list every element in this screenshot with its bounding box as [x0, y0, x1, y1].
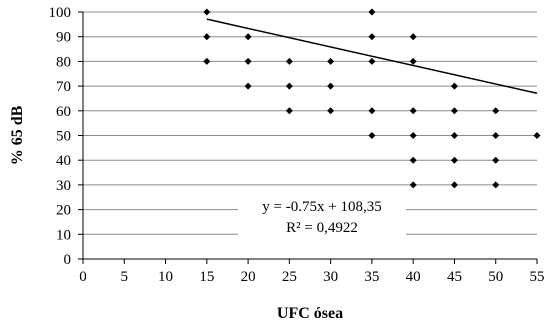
data-point: [409, 57, 417, 65]
x-tick-label-35: 35: [364, 269, 379, 285]
data-point: [368, 33, 376, 41]
y-tick-labels: 0 10 20 30 40 50 60 70 80 90 100: [49, 5, 72, 268]
y-tick-label-90: 90: [56, 30, 71, 46]
data-point: [203, 57, 211, 65]
data-points: [203, 8, 541, 189]
data-point: [450, 156, 458, 164]
data-point: [450, 132, 458, 139]
data-point: [285, 57, 293, 65]
y-tick-label-40: 40: [56, 153, 71, 169]
x-tick-label-30: 30: [323, 269, 338, 285]
trendline-equation: y = -0.75x + 108,35: [262, 199, 381, 215]
data-point: [327, 107, 335, 115]
x-axis-title: UFC ósea: [277, 305, 343, 322]
equation-box: y = -0.75x + 108,35 R² = 0,4922: [238, 193, 406, 239]
axes: [78, 11, 538, 264]
x-tick-label-20: 20: [241, 269, 256, 285]
gridlines: [83, 11, 537, 235]
data-point: [203, 8, 211, 16]
x-tick-label-15: 15: [199, 269, 214, 285]
data-point: [327, 57, 335, 65]
x-tick-labels: 0 5 10 15 20 25 30 35 40 45 50 55: [79, 269, 544, 285]
data-point: [368, 107, 376, 115]
trendline: [206, 18, 538, 94]
data-point: [450, 107, 458, 115]
y-tick-label-60: 60: [56, 104, 71, 120]
data-point: [492, 107, 500, 115]
data-point: [203, 33, 211, 41]
data-point: [368, 8, 376, 16]
x-tick-label-40: 40: [406, 269, 421, 285]
r-squared-label: R² = 0,4922: [286, 220, 358, 236]
y-tick-label-10: 10: [56, 227, 71, 243]
x-tick-label-45: 45: [447, 269, 462, 285]
data-point: [409, 107, 417, 115]
y-tick-label-80: 80: [56, 54, 71, 70]
x-tick-label-25: 25: [282, 269, 297, 285]
data-point: [409, 156, 417, 164]
data-point: [285, 107, 293, 115]
data-point: [368, 57, 376, 65]
data-point: [285, 82, 293, 90]
data-point: [409, 181, 417, 189]
data-point: [533, 132, 541, 139]
y-tick-label-50: 50: [56, 129, 71, 145]
data-point: [492, 132, 500, 139]
data-point: [409, 33, 417, 41]
y-tick-label-70: 70: [56, 79, 71, 95]
data-point: [244, 33, 252, 41]
data-point: [244, 82, 252, 90]
data-point: [492, 181, 500, 189]
data-point: [409, 132, 417, 139]
data-point: [368, 132, 376, 139]
y-tick-label-0: 0: [64, 252, 72, 268]
x-tick-label-0: 0: [79, 269, 87, 285]
x-tick-label-5: 5: [121, 269, 129, 285]
data-point: [450, 181, 458, 189]
trendline-group: [206, 18, 538, 94]
data-point: [492, 156, 500, 164]
x-tick-label-50: 50: [488, 269, 503, 285]
x-tick-label-10: 10: [158, 269, 173, 285]
y-axis-title: % 65 dB: [9, 105, 26, 165]
data-point: [450, 82, 458, 90]
y-tick-label-20: 20: [56, 203, 71, 219]
y-tick-label-30: 30: [56, 178, 71, 194]
data-point: [244, 57, 252, 65]
equation-background: [238, 193, 406, 239]
data-point: [327, 82, 335, 90]
x-tick-label-55: 55: [530, 269, 545, 285]
y-tick-label-100: 100: [49, 5, 72, 21]
